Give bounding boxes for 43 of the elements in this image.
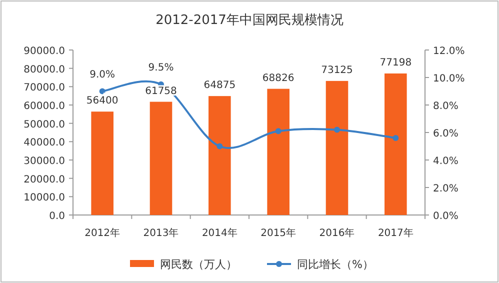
chart-title: 2012-2017年中国网民规模情况	[156, 13, 344, 28]
x-tick-label: 2016年	[319, 227, 355, 239]
y-tick-label: 80000.0	[24, 64, 65, 76]
point	[275, 128, 282, 134]
y-tick-label: 10000.0	[24, 192, 65, 204]
bar	[150, 102, 172, 215]
y2-tick-label: 12.0%	[433, 46, 465, 57]
data-label: 56400	[86, 96, 118, 107]
point	[334, 126, 340, 133]
data-label: 64875	[204, 80, 236, 92]
y-tick-label: 90000.0	[24, 46, 65, 57]
x-tick-label: 2012年	[84, 227, 120, 239]
bar	[326, 80, 348, 215]
y-tick-label: 60000.0	[24, 101, 65, 112]
x-tick-label: 2015年	[260, 227, 296, 239]
y-tick-label: 0.0	[49, 211, 65, 222]
x-tick-label: 2014年	[202, 227, 238, 239]
point	[216, 143, 223, 150]
x-tick-label: 2017年	[378, 227, 414, 239]
data-label: 73125	[321, 64, 353, 76]
bar	[91, 112, 114, 215]
y2-tick-label: 8.0%	[433, 101, 458, 112]
data-label: 77198	[380, 57, 412, 68]
y2-tick-label: 6.0%	[433, 128, 458, 140]
y-tick-label: 30000.0	[24, 156, 65, 167]
data-label: 9.0%	[90, 69, 116, 80]
x-tick-label: 2013年	[143, 227, 179, 239]
y-tick-label: 50000.0	[24, 119, 65, 130]
y2-tick-label: 2.0%	[433, 184, 458, 194]
legend-label: 同比增长（%）	[297, 258, 374, 271]
bar	[208, 96, 231, 215]
y2-tick-label: 4.0%	[433, 156, 458, 167]
y2-tick-label: 0.0%	[433, 211, 458, 222]
data-label: 68826	[262, 72, 294, 84]
bar	[384, 73, 407, 215]
point	[392, 135, 399, 141]
y2-tick-label: 10.0%	[433, 74, 465, 84]
y-tick-label: 40000.0	[24, 138, 65, 149]
y-tick-label: 20000.0	[24, 174, 65, 186]
bar	[267, 88, 290, 215]
data-label: 9.5%	[148, 62, 174, 74]
legend-label: 网民数（万人）	[160, 258, 237, 271]
y-tick-label: 70000.0	[24, 82, 65, 94]
